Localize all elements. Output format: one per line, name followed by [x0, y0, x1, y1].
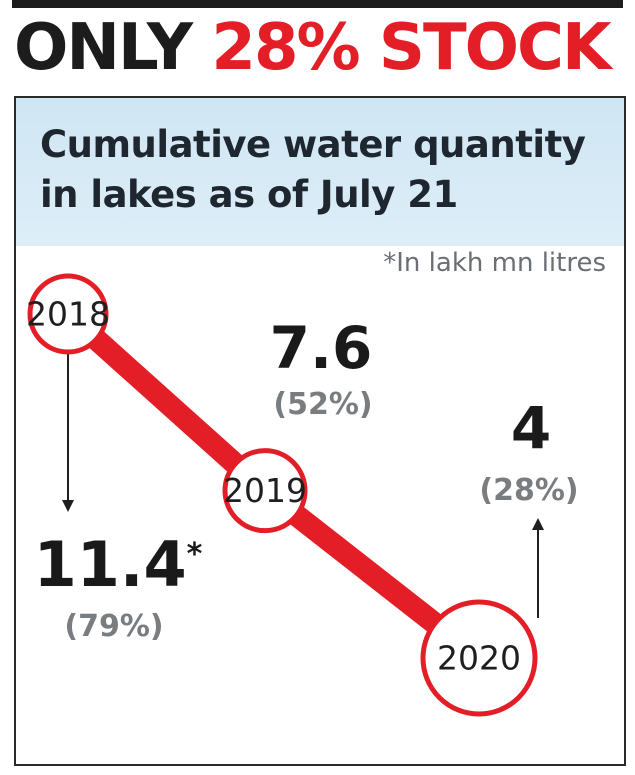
trend-line-segment-1: [60, 305, 273, 499]
chart-title-band: Cumulative water quantity in lakes as of…: [16, 98, 624, 246]
leader-arrow-2020: [532, 518, 544, 530]
percent-label-2018: (79%): [64, 609, 163, 644]
footnote-mark-2018: *: [187, 537, 203, 572]
leader-arrow-2018: [62, 500, 74, 512]
year-marker-2019: [222, 448, 308, 534]
chart-title: Cumulative water quantity in lakes as of…: [40, 123, 586, 216]
headline: ONLY 28% STOCK: [14, 8, 624, 88]
chart-plot: 2018 2019 2020 11.4* (79%) 7.6 (52%) 4 (28%): [26, 273, 579, 717]
year-label-2018: 2018: [26, 295, 110, 334]
headline-part-only: ONLY: [14, 11, 193, 85]
percent-label-2020: (28%): [479, 473, 578, 508]
year-label-2020: 2020: [437, 639, 521, 678]
headline-part-stock: 28% STOCK: [211, 11, 611, 85]
year-marker-2018: [27, 273, 109, 355]
top-rule: [12, 0, 623, 8]
value-label-2020: 4: [511, 394, 551, 462]
chart-panel: Cumulative water quantity in lakes as of…: [14, 96, 626, 766]
value-label-2019: 7.6: [270, 314, 373, 382]
year-label-2019: 2019: [223, 471, 307, 510]
value-label-2018: 11.4*: [34, 528, 203, 601]
percent-label-2019: (52%): [273, 387, 372, 422]
year-marker-2020: [420, 599, 538, 717]
unit-note: *In lakh mn litres: [383, 248, 606, 278]
